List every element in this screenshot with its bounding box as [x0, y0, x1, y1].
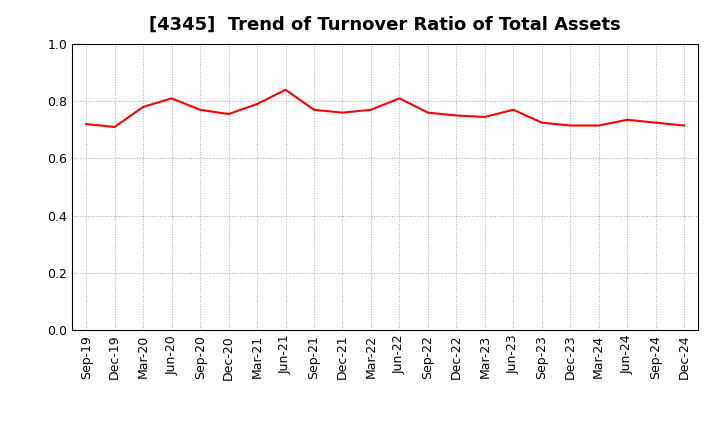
Title: [4345]  Trend of Turnover Ratio of Total Assets: [4345] Trend of Turnover Ratio of Total …: [149, 16, 621, 34]
